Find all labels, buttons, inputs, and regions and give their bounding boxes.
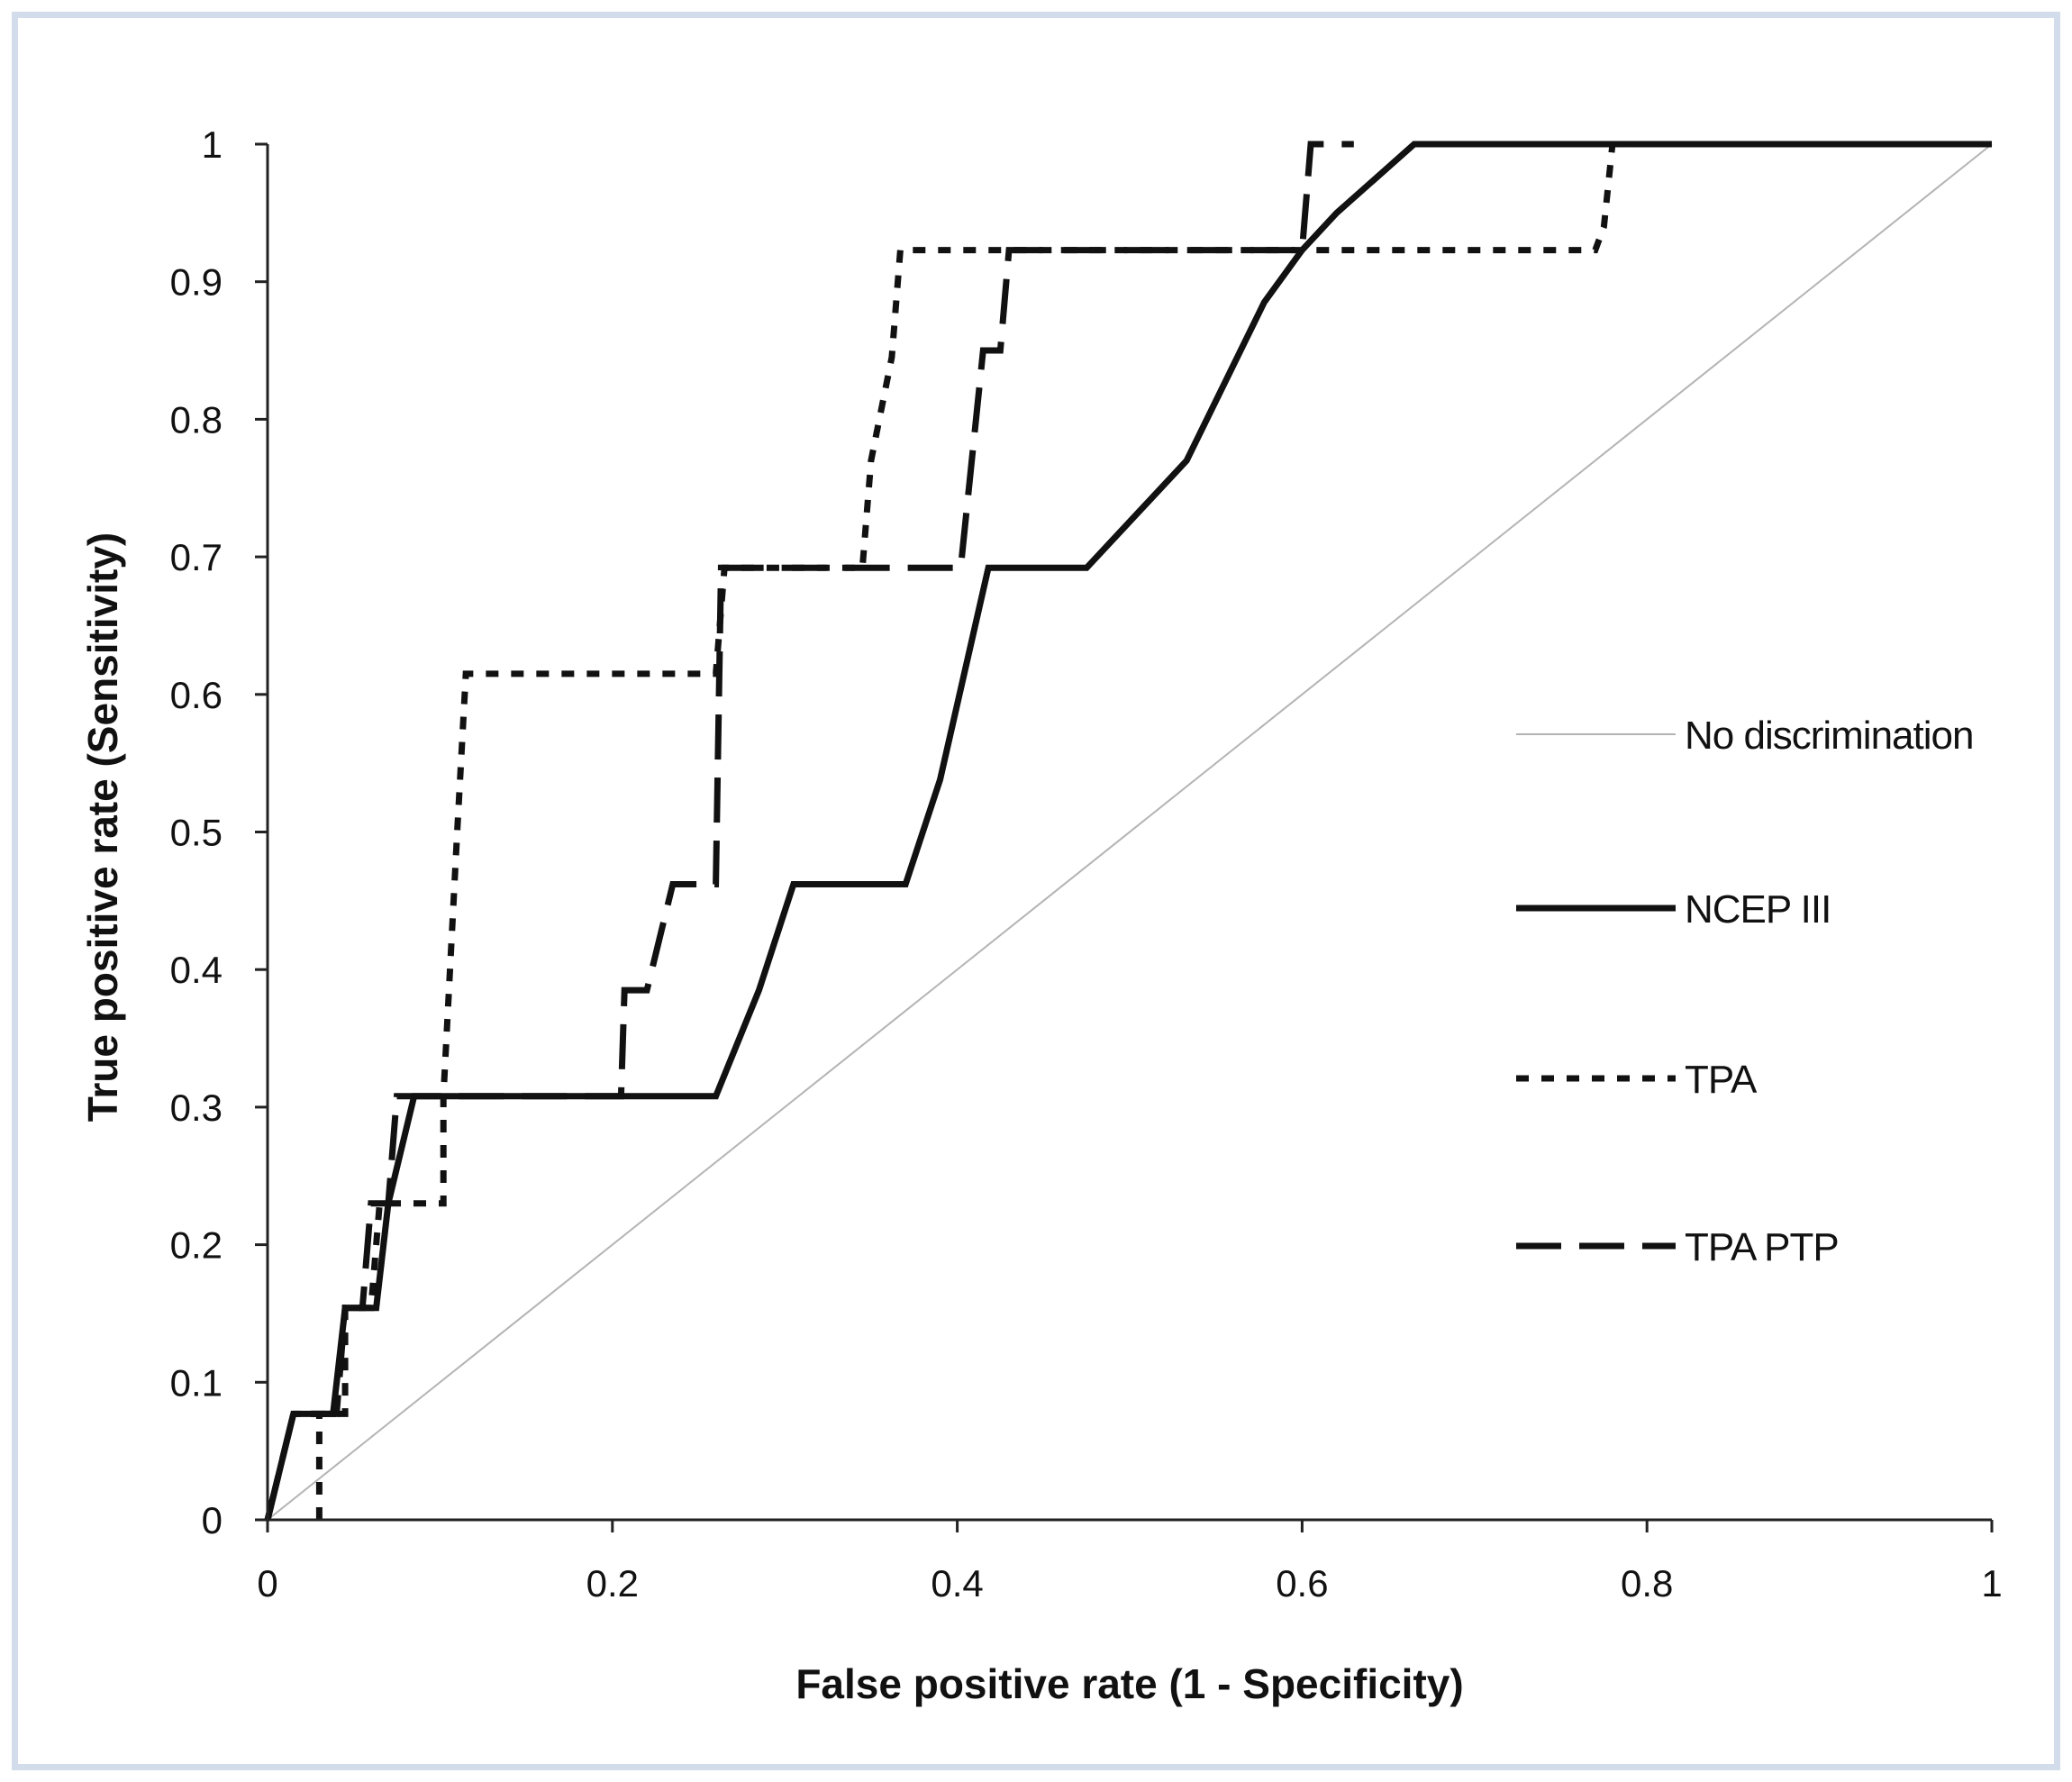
x-axis-title: False positive rate (1 - Specificity) xyxy=(795,1660,1463,1707)
series-layer xyxy=(264,141,1993,1521)
y-tick-label: 0.5 xyxy=(170,812,223,854)
chart-frame xyxy=(12,12,2060,1770)
y-axis-title: True positive rate (Sensitivity) xyxy=(79,532,126,1122)
y-tick-label: 0.6 xyxy=(170,674,223,716)
y-tick-label: 0 xyxy=(202,1499,223,1541)
y-tick-label: 0.1 xyxy=(170,1361,223,1404)
series-line-no-discrimination xyxy=(267,143,1993,1521)
x-tick-label: 0.6 xyxy=(1276,1562,1328,1605)
x-tick-label: 0 xyxy=(257,1562,277,1605)
y-tick-label: 0.9 xyxy=(170,261,223,304)
legend-label-no-discrimination: No discrimination xyxy=(1685,714,1973,758)
series-line-tpa-ptp xyxy=(264,141,1354,1521)
y-tick-label: 0.7 xyxy=(170,536,223,578)
x-tick-label: 1 xyxy=(1981,1562,2002,1605)
y-tick-label: 0.3 xyxy=(170,1086,223,1129)
legend: No discrimination NCEP III TPA TPA PTP xyxy=(1516,714,1974,1269)
y-tick-label: 1 xyxy=(202,123,223,166)
legend-label-tpa-ptp: TPA PTP xyxy=(1685,1225,1839,1269)
x-tick-label: 0.8 xyxy=(1621,1562,1673,1605)
series-line-tpa xyxy=(293,141,1631,1520)
y-tick-label: 0.4 xyxy=(170,949,223,991)
legend-label-tpa: TPA xyxy=(1685,1058,1758,1102)
x-tick-label: 0.2 xyxy=(586,1562,639,1605)
legend-label-ncep-iii: NCEP III xyxy=(1685,887,1831,932)
ticks-layer: 0 0.1 0.2 0.3 0.4 0.5 0.6 0.7 0.8 0.9 1 0 0.2 0.4 0.6 0… xyxy=(170,123,2003,1605)
y-tick-label: 0.8 xyxy=(170,398,223,441)
x-tick-label: 0.4 xyxy=(931,1562,983,1605)
y-tick-label: 0.2 xyxy=(170,1224,223,1267)
